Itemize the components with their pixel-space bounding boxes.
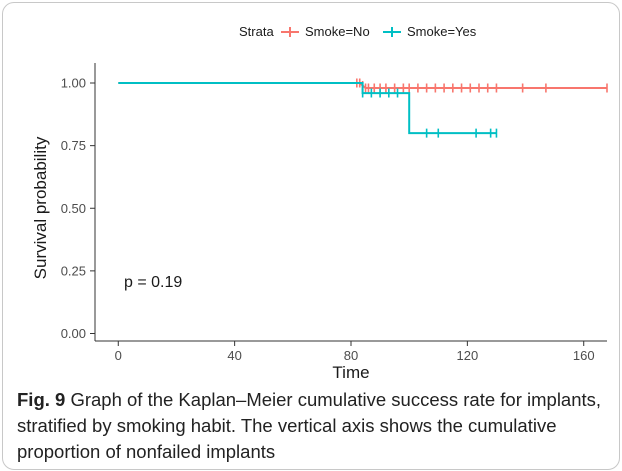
y-ticks: 0.00 0.25 0.50 0.75 1.00 (61, 76, 95, 341)
x-tick-label: 120 (457, 348, 479, 363)
series-layer (118, 78, 608, 138)
km-chart: Strata Smoke=No Smoke=Yes 0.000.250.500.… (31, 24, 608, 382)
figure-label: Fig. 9 (17, 389, 66, 410)
x-tick-label: 0 (115, 348, 122, 363)
series-line-smoke-yes (118, 82, 497, 135)
y-tick-label: 0.00 (61, 326, 86, 341)
y-axis-title: Survival probability (31, 136, 50, 279)
y-tick-label: 0.75 (61, 138, 86, 153)
x-tick-label: 80 (344, 348, 358, 363)
legend-label-no: Smoke=No (305, 24, 370, 39)
figure-caption-text: Graph of the Kaplan–Meier cumulative suc… (17, 389, 602, 462)
y-tick-label: 0.50 (61, 201, 86, 216)
legend-title: Strata (239, 24, 274, 39)
x-tick-label: 160 (573, 348, 595, 363)
x-ticks: 0 40 80 120 160 (115, 341, 595, 363)
legend: Strata Smoke=No Smoke=Yes (239, 24, 477, 39)
y-tick-label: 1.00 (61, 76, 86, 91)
figure-caption: Fig. 9 Graph of the Kaplan–Meier cumulat… (17, 387, 613, 465)
y-tick-label: 0.25 (61, 263, 86, 278)
legend-label-yes: Smoke=Yes (407, 24, 477, 39)
p-value-annotation: p = 0.19 (124, 274, 182, 291)
x-axis-title: Time (332, 363, 369, 382)
x-tick-label: 40 (227, 348, 241, 363)
